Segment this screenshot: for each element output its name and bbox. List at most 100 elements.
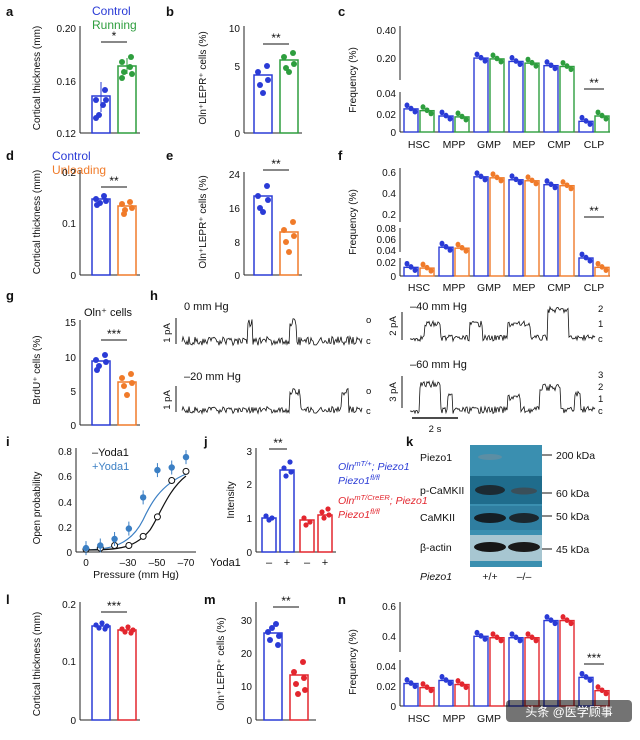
dot-f-mep-1-5 <box>533 181 539 187</box>
trace-scale-2: 1 pA <box>162 390 173 410</box>
trace-level-2-c: c <box>366 406 371 417</box>
dot-c-mep-0-3 <box>509 55 515 61</box>
trace-0mmhg <box>181 318 363 347</box>
dot-n-hsc-1-5 <box>428 688 434 694</box>
bar-c-mep-running <box>524 62 540 133</box>
tick-n-bot-0: 0.04 <box>377 662 397 673</box>
dot-f-clp-1-3 <box>595 261 601 267</box>
dot-c-mpp-1-3 <box>455 111 461 117</box>
sig-m: ** <box>281 594 291 608</box>
bar-n-mep-piezo1-cko <box>524 637 540 707</box>
tick-m-1: 20 <box>241 649 253 660</box>
tick-g-0: 15 <box>65 318 77 329</box>
dot-n-mep-0-4 <box>513 635 519 641</box>
bar-n-cmp-control <box>543 619 559 707</box>
y-axis-label-e: Oln⁺LEPR⁺ cells (%) <box>198 175 209 268</box>
trace-scale-0: 1 pA <box>162 323 173 343</box>
bar-f-cmp-control <box>543 183 559 277</box>
sig-a: * <box>112 29 117 43</box>
bar-b-running <box>279 59 299 134</box>
watermark: 头条 @医学顾事 <box>506 700 632 722</box>
panel-l: Cortical thickness (mm) 0.2 0.1 0 *** <box>32 599 140 727</box>
tick-i-x3: –70 <box>178 558 195 569</box>
dot-f-mep-1-4 <box>529 178 535 184</box>
sig-g: *** <box>107 327 121 341</box>
watermark-text: 头条 @医学顾事 <box>525 704 613 719</box>
dot-f-hsc-1-3 <box>420 262 426 268</box>
trace-level-3-c: c <box>598 406 603 417</box>
dot-f-cmp-1-5 <box>568 186 574 192</box>
bar-n-mep-control <box>508 637 524 707</box>
y-axis-label-m: Oln⁺LEPR⁺ cells (%) <box>216 617 227 710</box>
dot-n-mep-0-5 <box>517 638 523 644</box>
category-c-mpp: MPP <box>443 139 466 151</box>
bar-m-cko <box>289 674 309 721</box>
panel-letter-d: d <box>6 148 14 163</box>
y-axis-label-f: Frequency (%) <box>348 189 359 255</box>
category-f-mep: MEP <box>513 282 536 294</box>
category-c-cmp: CMP <box>547 139 570 151</box>
tick-i-x2: –50 <box>149 558 166 569</box>
legend-plus-yoda: +Yoda1 <box>92 461 129 473</box>
sig-c: ** <box>589 76 599 90</box>
bar-j-control-plus <box>279 469 295 553</box>
category-f-clp: CLP <box>584 282 604 294</box>
bar-l-cko <box>117 629 137 721</box>
dots-m-cko <box>291 659 308 697</box>
y-axis-label-a: Cortical thickness (mm) <box>32 26 43 130</box>
dots-a-control <box>93 87 109 121</box>
trace-label-2: –20 mm Hg <box>184 371 241 383</box>
panel-letter-k: k <box>406 434 414 449</box>
tick-f-bot-1: 0 <box>390 272 396 283</box>
band-pcamkii-ko <box>511 487 537 495</box>
point-i-plus-yoda-0 <box>82 544 90 552</box>
panel-d: Control Unloading Cortical thickness (mm… <box>32 149 140 282</box>
category-f-cmp: CMP <box>547 282 570 294</box>
band-camkii-wt <box>474 513 506 523</box>
point-i-minus-yoda-3 <box>125 542 133 549</box>
dot-f-clp-0-5 <box>587 258 593 264</box>
dot-n-mpp-0-5 <box>447 681 453 687</box>
dots-e-unloading <box>281 219 297 255</box>
y-axis-label-l: Cortical thickness (mm) <box>32 612 43 716</box>
bar-f-cmp-unloading <box>559 184 575 277</box>
sig-d: ** <box>109 174 119 188</box>
dot-f-cmp-0-3 <box>544 179 550 184</box>
tick-d-0: 0.2 <box>62 168 76 179</box>
tick-g-1: 10 <box>65 353 77 364</box>
dot-f-mpp-0-5 <box>447 248 453 253</box>
dot-f-clp-0-3 <box>579 252 585 258</box>
dot-f-gmp-0-5 <box>482 177 488 183</box>
panel-e: Oln⁺LEPR⁺ cells (%) 24 16 8 0 ** <box>198 157 302 282</box>
panel-k: Piezo1 p-CaMKII CaMKII β-actin 200 kDa 6… <box>420 445 595 583</box>
dot-f-mpp-1-5 <box>463 248 469 254</box>
trace-level-1-1: 1 <box>598 319 603 330</box>
tick-i-y1: 0.6 <box>58 472 72 483</box>
dot-c-cmp-1-5 <box>568 67 574 73</box>
dot-n-mep-0-3 <box>509 632 515 637</box>
y-axis-label-n: Frequency (%) <box>348 629 359 695</box>
tick-n-top-0: 0.6 <box>382 602 396 613</box>
legend-control-d: Control <box>52 149 91 163</box>
tick-f-mid-0: 0.08 <box>377 224 397 235</box>
dot-c-gmp-0-4 <box>478 55 484 61</box>
dot-c-gmp-1-5 <box>498 59 504 65</box>
dot-f-mpp-1-4 <box>459 245 465 251</box>
dot-n-mep-1-5 <box>533 638 539 644</box>
tick-n-top-1: 0.4 <box>382 632 396 643</box>
band-camkii-ko <box>509 513 539 523</box>
dots-l-cko <box>119 624 136 636</box>
tick-e-0: 24 <box>229 170 241 181</box>
panel-j: Intensity 3 2 1 0 ** Yoda1 – + – + OlnmT… <box>210 436 428 569</box>
dots-g-unloading <box>119 371 135 398</box>
dot-n-hsc-1-4 <box>424 685 430 690</box>
trace-level-3-3: 3 <box>598 370 603 381</box>
panel-i: Open probability 0.8 0.6 0.4 0.2 0 0 –30… <box>32 447 196 581</box>
blot-row-camkii: CaMKII <box>420 512 455 524</box>
band-actin-ko <box>508 542 540 552</box>
category-f-gmp: GMP <box>477 282 501 294</box>
trace-level-3-1: 1 <box>598 394 603 405</box>
dot-f-mep-1-3 <box>525 175 531 180</box>
genotype-ko: –/– <box>517 571 532 583</box>
dot-c-clp-0-3 <box>579 115 585 121</box>
